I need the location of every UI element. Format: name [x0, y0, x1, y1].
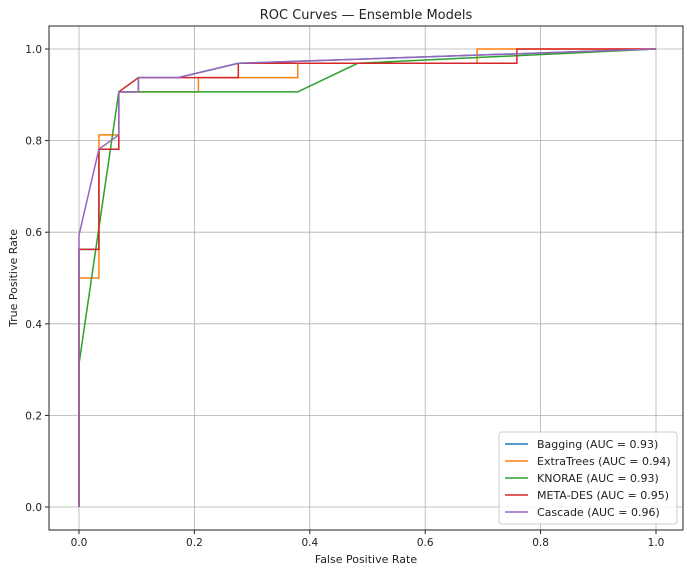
roc-curves	[78, 48, 657, 507]
x-tick-label: 0.2	[186, 537, 203, 549]
legend-entry: Bagging (AUC = 0.93)	[537, 438, 658, 451]
y-tick-label: 0.6	[25, 227, 42, 239]
x-tick-label: 0.0	[71, 537, 88, 549]
chart-title: ROC Curves — Ensemble Models	[260, 8, 473, 23]
legend-box	[498, 431, 678, 525]
y-tick-label: 1.0	[25, 44, 42, 56]
x-tick-label: 0.4	[301, 537, 318, 549]
x-axis-label: False Positive Rate	[315, 553, 417, 566]
plot-frame	[48, 25, 684, 531]
roc-curve-meta-des	[78, 48, 656, 507]
x-tick-label: 0.8	[532, 537, 549, 549]
legend-entry: KNORAE (AUC = 0.93)	[537, 472, 659, 485]
y-tick-label: 0.8	[25, 136, 42, 148]
legend: Bagging (AUC = 0.93) ExtraTrees (AUC = 0.…	[498, 431, 678, 525]
legend-entry: ExtraTrees (AUC = 0.94)	[537, 455, 671, 468]
y-tick-label: 0.0	[25, 502, 42, 514]
y-tick-label: 0.2	[25, 410, 42, 422]
x-axis-ticks: 0.0 0.2 0.4 0.6 0.8 1.0	[71, 530, 665, 549]
legend-entry: Cascade (AUC = 0.96)	[537, 506, 660, 519]
y-axis-ticks: 0.0 0.2 0.4 0.6 0.8 1.0	[25, 44, 49, 514]
grid-lines	[49, 26, 683, 530]
y-axis-label: True Positive Rate	[7, 229, 20, 328]
roc-curve-cascade	[78, 48, 657, 507]
y-tick-label: 0.4	[25, 319, 42, 331]
legend-entry: META-DES (AUC = 0.95)	[537, 489, 669, 502]
x-tick-label: 0.6	[417, 537, 434, 549]
x-tick-label: 1.0	[648, 537, 665, 549]
